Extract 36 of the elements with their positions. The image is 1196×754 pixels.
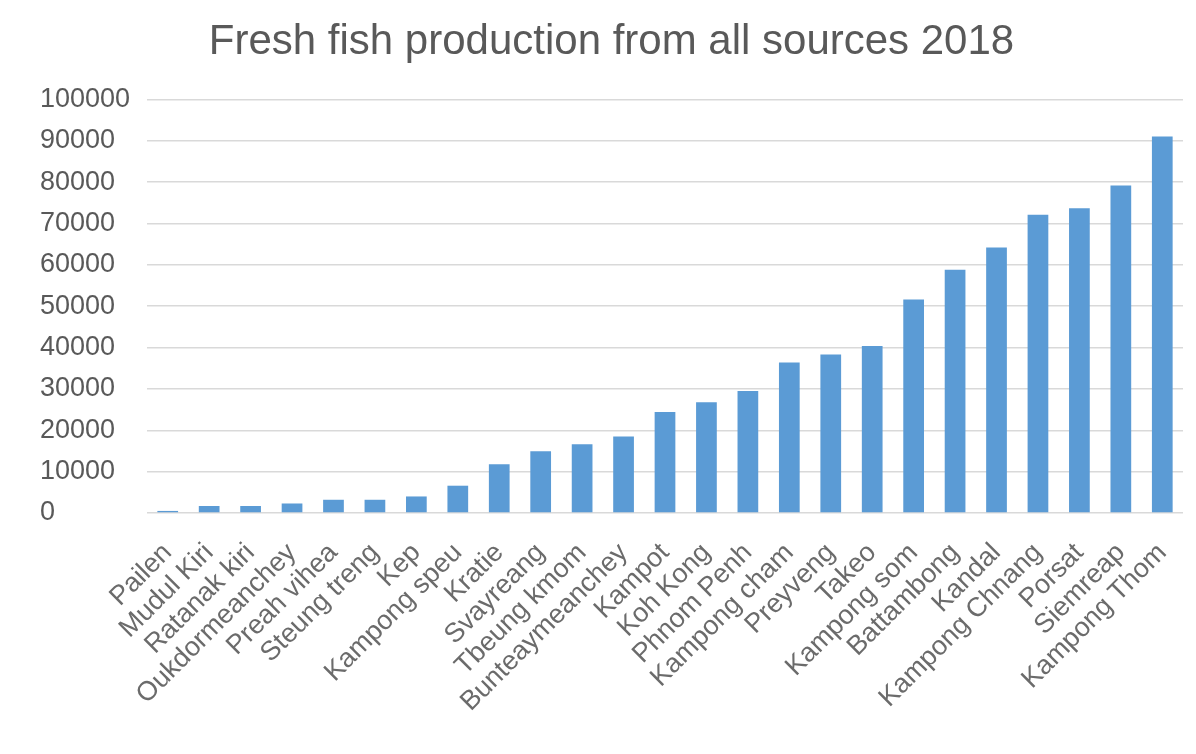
bar xyxy=(571,444,593,513)
bar xyxy=(820,354,842,513)
bar xyxy=(240,505,261,513)
bar xyxy=(1151,136,1173,513)
bar xyxy=(778,362,800,513)
chart-title: Fresh fish production from all sources 2018 xyxy=(208,15,1015,63)
bar xyxy=(737,390,759,513)
bar xyxy=(903,299,924,513)
bar xyxy=(198,505,220,513)
bar xyxy=(488,464,510,513)
bar xyxy=(1069,208,1090,513)
y-tick-label: 0 xyxy=(40,496,56,527)
y-tick-label: 70000 xyxy=(40,206,116,237)
bar xyxy=(696,402,717,513)
bar xyxy=(447,485,469,513)
y-tick-label: 60000 xyxy=(40,248,116,279)
y-tick-label: 40000 xyxy=(40,331,116,362)
bar xyxy=(1110,185,1132,513)
y-tick-label: 10000 xyxy=(40,455,116,486)
bar xyxy=(364,499,386,513)
bar xyxy=(944,269,966,513)
bar xyxy=(654,412,676,513)
bar xyxy=(613,436,634,513)
y-tick-label: 80000 xyxy=(40,165,116,196)
bar xyxy=(986,247,1007,513)
y-tick-label: 50000 xyxy=(40,289,116,320)
y-tick-label: 90000 xyxy=(40,124,116,155)
bar xyxy=(861,345,883,513)
y-tick-label: 30000 xyxy=(40,372,116,403)
bar xyxy=(1027,214,1049,513)
y-tick-label: 20000 xyxy=(40,413,116,444)
bar xyxy=(323,499,344,513)
y-tick-label: 100000 xyxy=(40,82,131,113)
bar xyxy=(406,496,427,513)
bar xyxy=(281,503,303,513)
bar xyxy=(530,451,552,513)
